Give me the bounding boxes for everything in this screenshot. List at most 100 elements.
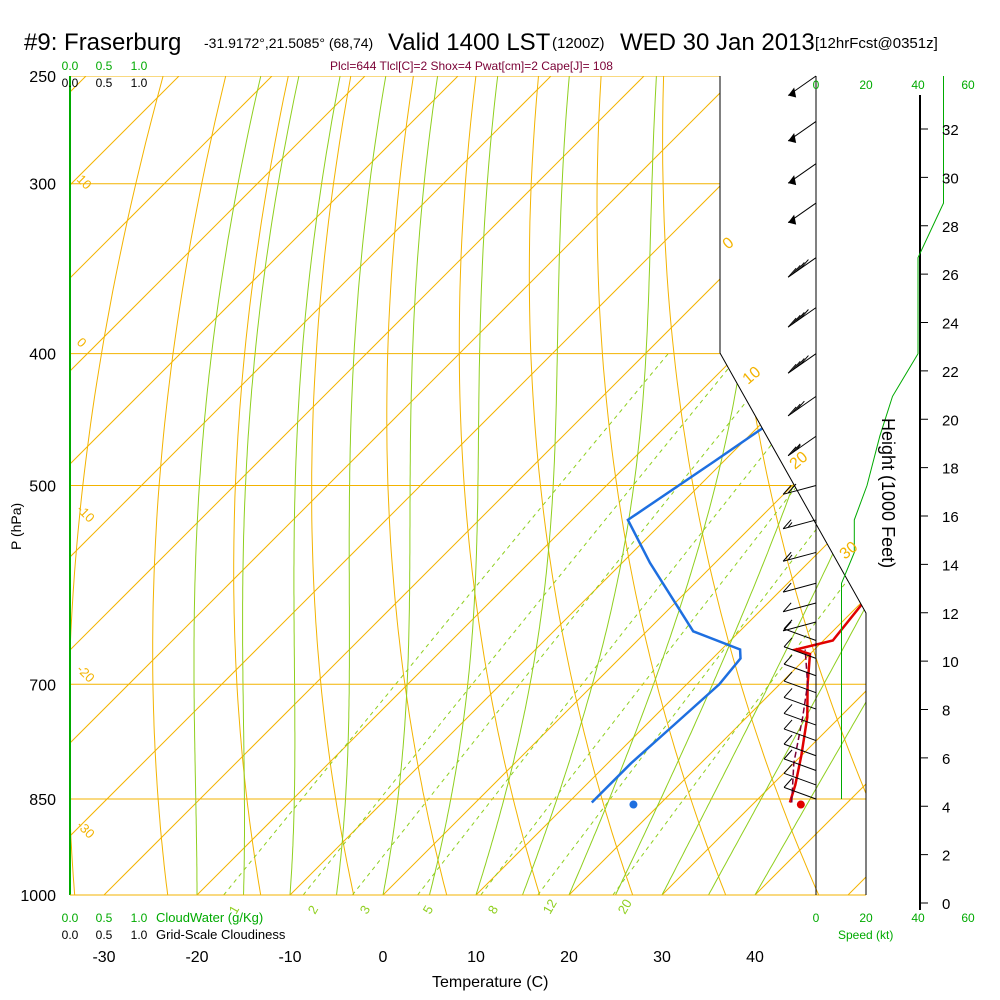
- title-z: (1200Z): [552, 35, 605, 52]
- axis-labels: -30 -20 -10 0 10 20 30 402503004005007008501000…: [20, 59, 975, 966]
- height-tick-label: 18: [942, 461, 959, 478]
- dry-adiabat: [596, 76, 727, 895]
- wind-barb: [787, 307, 817, 328]
- isotherm: [70, 76, 366, 895]
- wind-barb: [782, 519, 817, 530]
- height-tick-label: 8: [942, 703, 950, 720]
- dry-adiabat: [914, 76, 1000, 895]
- isotherm: [475, 76, 866, 895]
- pressure-tick-label: 400: [29, 347, 56, 364]
- x-tick-label: 0: [379, 949, 388, 966]
- wind-speed-curve: [841, 76, 944, 799]
- isotherm: [847, 76, 866, 895]
- wind-barb-feather: [787, 317, 797, 328]
- x-tick-label: -20: [185, 949, 208, 966]
- cloudwater-label: CloudWater (g/Kg): [156, 910, 263, 925]
- wind-barb-feather: [783, 654, 793, 665]
- wind-barb-staff: [783, 728, 817, 742]
- cloud-scale-tick: 0.0: [62, 928, 79, 942]
- wind-barb: [782, 551, 817, 562]
- mixing-ratio-line: [223, 353, 669, 895]
- wind-barb: [787, 395, 817, 417]
- wind-barb-feather: [783, 763, 793, 774]
- isotherm-label: -20: [74, 662, 98, 686]
- moist-adiabat: [382, 76, 439, 895]
- mixing-ratio-label: 2: [305, 903, 322, 917]
- x-tick-label: 40: [746, 949, 764, 966]
- speed-tick-bottom: 40: [911, 911, 925, 925]
- wind-barb-feather: [791, 360, 801, 371]
- wind-barb-feather: [795, 400, 805, 411]
- wind-barb-feather: [791, 443, 801, 454]
- wind-barb-flag: [788, 214, 797, 225]
- moist-adiabat: [336, 76, 387, 895]
- cloud-scale-tick: 1.0: [131, 911, 148, 925]
- height-tick-label: 30: [942, 170, 959, 187]
- wind-barb: [783, 719, 817, 742]
- mixing-ratio-label: 5: [420, 903, 437, 917]
- cloud-scale-tick: 1.0: [131, 59, 148, 73]
- moist-adiabat: [429, 76, 499, 895]
- height-tick-label: 24: [942, 316, 959, 333]
- wind-barb-staff: [783, 696, 817, 710]
- x-tick-label: 30: [653, 949, 671, 966]
- cloud-scale-tick: 0.5: [96, 911, 113, 925]
- dry-adiabat: [976, 76, 1000, 895]
- wind-barb-feather: [795, 312, 805, 322]
- cloud-scale-tick: 1.0: [131, 76, 148, 90]
- moist-adiabat: [289, 76, 341, 895]
- wind-barb-feather: [783, 778, 793, 788]
- mixing-ratio-line: [417, 353, 845, 895]
- wind-barb-feather: [783, 719, 793, 730]
- surface-temperature-point: [796, 800, 805, 809]
- cloud-scale-tick: 0.0: [62, 911, 79, 925]
- title-coords: -31.9172°,21.5085° (68,74): [204, 35, 373, 51]
- dry-adiabat: [386, 76, 448, 895]
- height-tick-label: 16: [942, 509, 959, 526]
- wind-barb-half-feather: [795, 444, 801, 451]
- moist-adiabat: [242, 76, 300, 895]
- wind-barb: [783, 763, 817, 786]
- isotherm-label: 0: [74, 335, 90, 351]
- moist-adiabat: [193, 76, 262, 895]
- dry-adiabat: [458, 76, 541, 895]
- subtitle: Plcl=644 Tlcl[C]=2 Shox=4 Pwat[cm]=2 Cap…: [330, 59, 613, 73]
- title-date: WED 30 Jan 2013: [620, 29, 815, 56]
- wind-barb: [787, 163, 817, 186]
- cloud-scale-tick: 0.5: [96, 928, 113, 942]
- wind-barb: [787, 257, 817, 278]
- height-tick-label: 32: [942, 122, 959, 139]
- mixing-ratio-line: [352, 353, 786, 895]
- isotherm: [661, 76, 866, 895]
- x-tick-label: 20: [560, 949, 578, 966]
- speed-tick-top: 0: [813, 78, 820, 92]
- wind-barb-staff: [783, 786, 817, 800]
- pressure-tick-label: 250: [29, 69, 56, 86]
- cloud-scale-tick: 0.5: [96, 76, 113, 90]
- wind-barb-feather: [783, 704, 793, 714]
- wind-barb-staff: [783, 663, 817, 677]
- wind-barb-feather: [795, 262, 805, 272]
- dry-adiabat: [528, 76, 634, 895]
- wind-barb-feather: [791, 264, 801, 275]
- wind-barb: [783, 734, 817, 757]
- y-axis-title: P (hPa): [8, 503, 24, 550]
- surface-dewpoint-point: [629, 800, 638, 809]
- wind-barb-staff: [783, 646, 817, 659]
- wind-barb-half-feather: [787, 554, 793, 561]
- speed-tick-bottom: 60: [961, 911, 975, 925]
- dry-adiabat-label: 20: [787, 449, 812, 474]
- title-main: #9: Fraserburg: [24, 29, 181, 56]
- wind-barb-half-feather: [787, 522, 793, 528]
- wind-barb-flag: [788, 87, 797, 98]
- wind-barb-feather: [787, 363, 797, 374]
- height-tick-label: 20: [942, 412, 959, 429]
- pressure-tick-label: 500: [29, 479, 56, 496]
- wind-barb-feather: [782, 484, 792, 495]
- height-tick-label: 2: [942, 848, 950, 865]
- height-tick-label: 22: [942, 364, 959, 381]
- height-tick-label: 0: [942, 896, 950, 913]
- wind-barb: [783, 749, 817, 771]
- speed-tick-top: 20: [859, 78, 873, 92]
- wind-barb-staff: [783, 758, 817, 771]
